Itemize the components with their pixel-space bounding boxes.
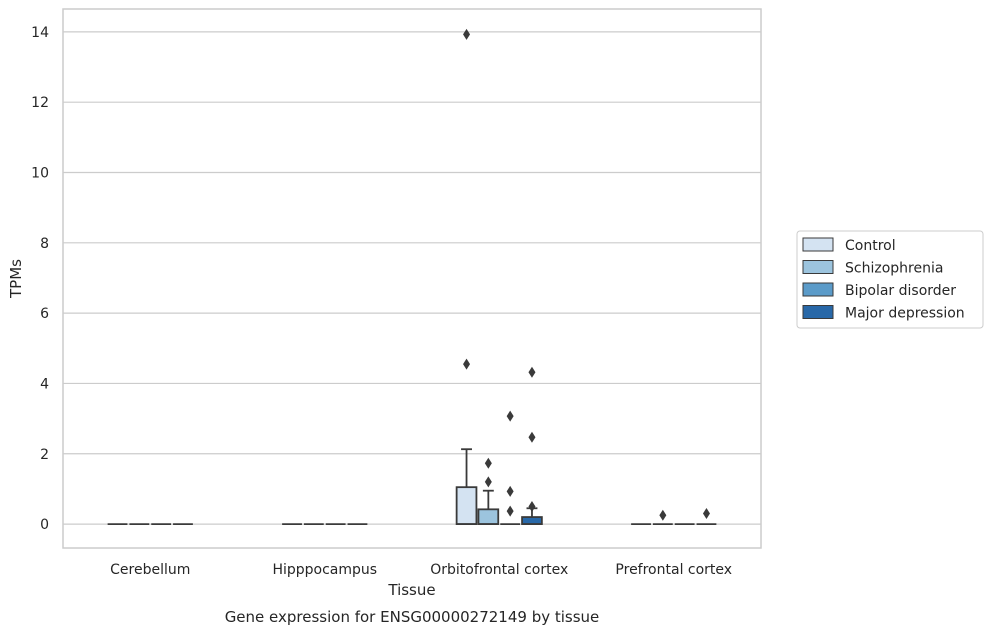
grid-lines (63, 31, 761, 525)
x-axis-label: Tissue (387, 581, 435, 599)
legend-swatch (802, 237, 834, 252)
outlier-point (463, 28, 471, 40)
y-tick-label: 12 (31, 95, 49, 111)
x-tick-label: Prefrontal cortex (615, 562, 732, 578)
outlier-point (506, 505, 514, 517)
outlier-point (528, 501, 536, 513)
outlier-point (659, 509, 667, 521)
box-iqr (477, 508, 500, 525)
y-tick-label: 2 (40, 447, 49, 463)
box-1-3 (652, 509, 673, 525)
x-tick-label: Cerebellum (110, 562, 190, 578)
plot-frame (62, 8, 762, 549)
legend-label: Bipolar disorder (845, 283, 956, 299)
y-tick-label: 10 (31, 165, 49, 181)
legend-swatch (802, 260, 834, 274)
y-tick-label: 4 (40, 376, 49, 392)
box-1-2 (477, 457, 500, 525)
legend-frame (796, 230, 984, 329)
y-tick-label: 6 (40, 306, 49, 322)
y-tick-label: 14 (31, 25, 49, 41)
box-iqr (455, 486, 478, 525)
y-tick-label: 8 (40, 236, 49, 252)
box-iqr (521, 516, 543, 525)
y-tick-label: 0 (40, 517, 49, 533)
outlier-point (484, 476, 492, 488)
outlier-point (702, 508, 710, 520)
legend-label: Control (845, 238, 896, 254)
box-2-2 (500, 410, 521, 525)
outlier-point (506, 485, 514, 497)
y-axis-label: TPMs (7, 259, 25, 299)
box-3-3 (696, 508, 717, 525)
outlier-point (528, 431, 536, 443)
outlier-point (484, 457, 492, 469)
legend: Control Schizophrenia Bipolar disorder Majo… (796, 230, 984, 329)
chart-caption: Gene expression for ENSG00000272149 by t… (225, 608, 600, 626)
legend-label: Schizophrenia (845, 261, 943, 277)
legend-swatch (802, 282, 834, 297)
x-tick-label: Orbitofrontal cortex (430, 562, 568, 578)
x-tick-label: Hipppocampus (272, 562, 377, 578)
y-axis-ticks: 0 2 4 6 8 10 12 14 (31, 25, 49, 533)
plot-area (107, 28, 717, 525)
legend-swatch (802, 305, 834, 319)
box-0-2 (455, 28, 478, 525)
x-axis-ticks: Cerebellum Hipppocampus Orbitofrontal cort… (110, 562, 732, 578)
outlier-point (463, 358, 471, 370)
legend-label: Major depression (845, 306, 965, 322)
outlier-point (528, 366, 536, 378)
outlier-point (506, 410, 514, 422)
box-3-2 (521, 366, 543, 525)
